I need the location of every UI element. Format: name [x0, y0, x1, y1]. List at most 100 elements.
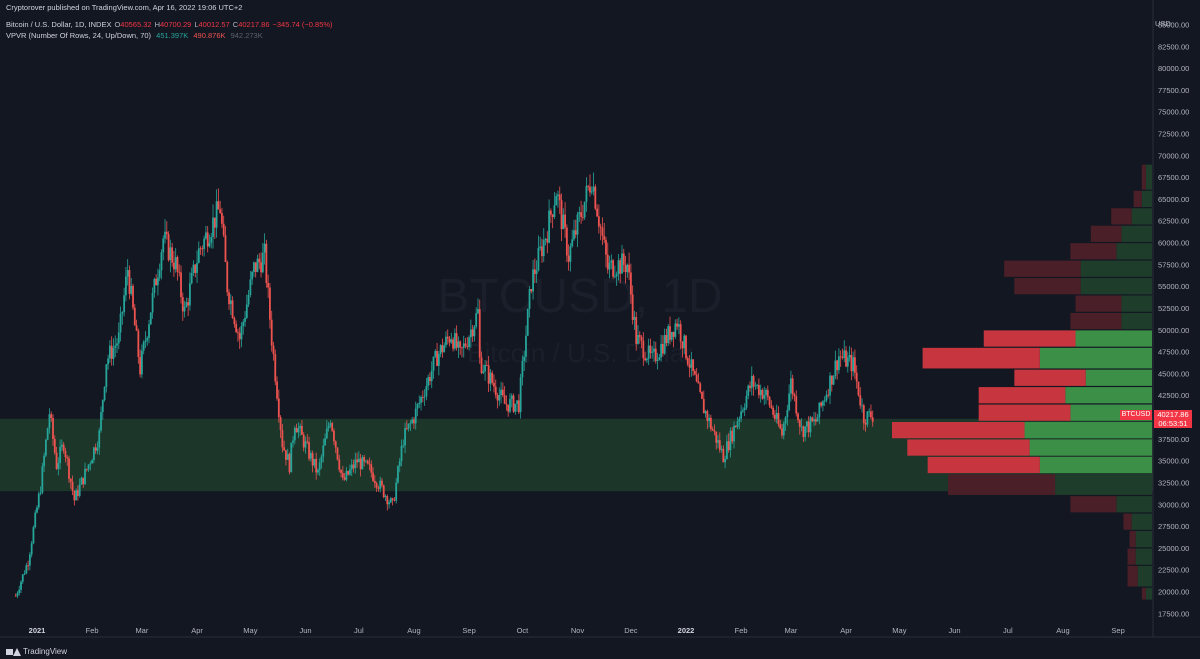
candle-body [709, 417, 712, 430]
candle-body [48, 414, 51, 429]
time-axis[interactable]: 2021 Feb Mar Apr May Jun Jul Aug Sep Oct Nov Dec 202… [29, 626, 1125, 635]
brand-footer[interactable]: TradingView [6, 647, 67, 656]
candle-body [670, 331, 673, 340]
candle-body [173, 262, 175, 270]
candle-body [420, 397, 422, 403]
candle-body [372, 472, 374, 481]
candle-body [341, 472, 344, 478]
candle-body [315, 458, 318, 473]
candle-body [55, 452, 58, 469]
candle-body [279, 417, 282, 431]
candle-body [409, 422, 412, 424]
candle-body [629, 272, 632, 295]
candle-body [117, 332, 120, 344]
candle-body [603, 235, 606, 240]
y-tick-label: 37500.00 [1158, 435, 1189, 444]
candle-body [213, 217, 216, 228]
candle-body [44, 439, 47, 456]
candle-body [165, 231, 168, 235]
candle-body [381, 480, 383, 486]
candle-body [434, 351, 437, 357]
candle-body [507, 404, 510, 412]
candle-body [800, 426, 803, 428]
x-tick-label: May [243, 626, 257, 635]
candle-body [740, 411, 743, 419]
axis-currency-unit[interactable]: USD [1155, 19, 1171, 28]
candle-body [455, 333, 458, 348]
candle-body [155, 278, 158, 286]
candle-body [551, 214, 554, 217]
vpvr-up-volume: 451.397K [156, 31, 189, 40]
candle-body [715, 431, 718, 443]
y-tick-label: 60000.00 [1158, 239, 1189, 248]
vp-up-row [1121, 312, 1152, 330]
y-tick-label: 65000.00 [1158, 195, 1189, 204]
candle-body [32, 527, 35, 544]
y-tick-label: 30000.00 [1158, 500, 1189, 509]
candle-body [473, 326, 476, 337]
candle-body [301, 425, 303, 435]
candle-body [683, 335, 686, 349]
vpvr-total-volume: 942.273K [230, 31, 263, 40]
candle-body [777, 412, 780, 425]
candle-body [142, 342, 145, 351]
candle-body [631, 294, 634, 320]
candle-body [245, 304, 248, 318]
y-tick-label: 72500.00 [1158, 130, 1189, 139]
candle-body [329, 423, 332, 426]
candle-body [370, 464, 373, 473]
candle-body [532, 269, 534, 292]
candle-body [589, 186, 591, 193]
candle-body [84, 468, 86, 485]
candle-body [681, 341, 684, 349]
candle-body [100, 412, 102, 431]
candle-body [110, 345, 113, 359]
candle-body [452, 339, 454, 349]
candle-body [235, 324, 238, 333]
candle-body [276, 381, 278, 399]
candle-body [270, 319, 273, 346]
candle-body [772, 407, 775, 415]
tradingview-logo-icon [6, 647, 21, 656]
candle-body [590, 191, 593, 193]
candle-body [366, 460, 369, 464]
candle-body [814, 419, 817, 422]
candle-body [187, 302, 190, 306]
vp-up-row [1075, 330, 1152, 347]
candle-body [841, 357, 844, 358]
candle-body [133, 307, 136, 326]
candle-body [304, 441, 307, 448]
candle-body [569, 246, 572, 262]
candle-body [501, 389, 504, 396]
candle-body [549, 210, 552, 215]
candle-body [210, 236, 213, 243]
candle-body [375, 483, 378, 488]
symbol-legend: Bitcoin / U.S. Dollar, 1D, INDEX O40565.3… [6, 20, 336, 29]
candle-body [503, 395, 506, 404]
x-tick-label: Mar [135, 626, 148, 635]
x-tick-label: 2022 [678, 626, 695, 635]
candle-body [205, 232, 207, 239]
vp-down-row [1141, 164, 1146, 190]
y-tick-label: 22500.00 [1158, 566, 1189, 575]
candle-body [613, 276, 616, 278]
candle-body [738, 418, 741, 422]
candle-body [60, 444, 63, 447]
candle-body [43, 455, 46, 467]
candle-body [105, 364, 108, 387]
candle-body [397, 466, 399, 483]
candle-body [240, 326, 243, 340]
candle-body [626, 264, 629, 273]
candle-body [320, 456, 323, 463]
candle-body [64, 450, 67, 458]
candle-body [734, 425, 737, 428]
candle-body [633, 317, 636, 320]
x-tick-label: Jun [299, 626, 311, 635]
candle-body [190, 272, 193, 284]
candle-body [645, 358, 648, 361]
vp-up-row [1080, 260, 1152, 277]
candle-body [480, 357, 483, 373]
candle-body [555, 196, 558, 206]
candle-body [141, 350, 143, 375]
